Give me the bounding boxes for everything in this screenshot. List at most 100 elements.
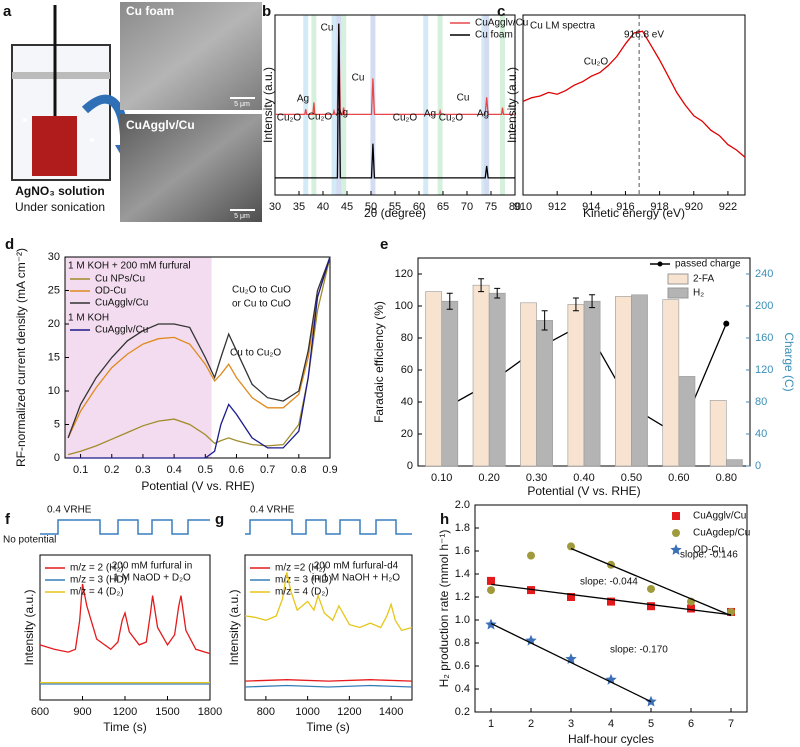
condition-label: Under sonication bbox=[15, 200, 105, 214]
x-tick-label: 0.10 bbox=[431, 472, 452, 484]
x-tick-label: 2 bbox=[528, 718, 534, 730]
legend-label: Cu NPs/Cu bbox=[95, 274, 145, 285]
highlight-band bbox=[437, 15, 443, 195]
bar bbox=[615, 296, 632, 467]
fit-label: slope: -0.170 bbox=[610, 645, 668, 656]
annotation: 1 M NaOD + D₂O bbox=[113, 573, 191, 584]
annotation: 916.8 eV bbox=[624, 30, 664, 41]
data-line bbox=[68, 256, 331, 459]
fit-line bbox=[490, 583, 732, 616]
x-tick-label: 914 bbox=[582, 201, 600, 213]
electrode bbox=[32, 116, 77, 176]
annotation: 0.4 VRHE bbox=[250, 505, 295, 516]
x-tick-label: 0.20 bbox=[478, 472, 499, 484]
annotation: Ag bbox=[336, 108, 348, 119]
fit-line bbox=[490, 622, 652, 703]
potential-steps bbox=[245, 519, 412, 535]
solution-label: AgNO₃ solution bbox=[15, 184, 105, 198]
x-tick-label: 5 bbox=[648, 718, 654, 730]
annotation: Cu LM spectra bbox=[530, 21, 595, 32]
x-tick-label: 0.1 bbox=[73, 464, 88, 476]
y-tick-label: 0.4 bbox=[455, 683, 470, 695]
marker bbox=[607, 597, 615, 606]
x-tick-label: 0.60 bbox=[668, 472, 689, 484]
legend-label: CuAgglv/Cu bbox=[95, 298, 148, 309]
marker bbox=[647, 602, 655, 611]
x-tick-label: 1000 bbox=[295, 706, 319, 718]
panel-label: c bbox=[497, 3, 505, 20]
error-bar bbox=[572, 297, 579, 312]
x-tick-label: 0.5 bbox=[198, 464, 213, 476]
legend-label: CuAgglv/Cu bbox=[95, 325, 148, 336]
y-tick-label: 80 bbox=[401, 332, 413, 344]
x-tick-label: 7 bbox=[728, 718, 734, 730]
annotation: Cu bbox=[321, 23, 334, 34]
x-tick-label: 35 bbox=[293, 201, 305, 213]
panel-label: g bbox=[215, 511, 224, 528]
x-tick-label: 0.9 bbox=[322, 464, 337, 476]
marker bbox=[567, 542, 575, 551]
x-tick-label: 0.80 bbox=[716, 472, 737, 484]
highlight-band bbox=[423, 15, 429, 195]
legend-label: H₂ bbox=[693, 288, 704, 299]
fit-label: slope: -0.146 bbox=[680, 550, 738, 561]
bar bbox=[425, 291, 443, 467]
data-line bbox=[244, 679, 413, 682]
error-bar bbox=[494, 287, 501, 299]
data-line bbox=[275, 23, 515, 116]
marker bbox=[605, 673, 617, 685]
y-axis-label: RF-normalized current density (mA cm⁻²) bbox=[14, 248, 28, 467]
x-tick-label: 600 bbox=[31, 706, 49, 718]
y-tick-label: 20 bbox=[48, 318, 60, 330]
legend-label: CuAgglv/Cu bbox=[693, 511, 746, 522]
y-axis-label: Intensity (a.u.) bbox=[22, 589, 36, 665]
bar bbox=[678, 376, 696, 467]
bar bbox=[536, 320, 553, 467]
annotation: 200 mM furfural-d4 bbox=[314, 561, 399, 572]
bar bbox=[472, 284, 490, 467]
annotation: 0.4 VRHE bbox=[47, 505, 92, 516]
bar bbox=[662, 299, 680, 467]
y-axis-label: Intensity (a.u.) bbox=[505, 67, 519, 143]
y-tick-label: 0 bbox=[54, 452, 60, 464]
annotation: Cu₂O to CuO bbox=[232, 285, 291, 296]
annotation: Cu₂O bbox=[277, 113, 302, 124]
sem-label: Cu foam bbox=[126, 4, 174, 18]
marker bbox=[687, 604, 695, 613]
legend-label: CuAgdep/Cu bbox=[693, 528, 750, 539]
marker bbox=[487, 586, 495, 595]
x-tick-label: 1200 bbox=[337, 706, 361, 718]
data-line bbox=[244, 684, 413, 688]
x-tick-label: 0.8 bbox=[291, 464, 306, 476]
highlight-band bbox=[481, 15, 487, 195]
x-tick-label: 0.4 bbox=[166, 464, 181, 476]
marker bbox=[487, 576, 495, 585]
y-tick-label: 1.6 bbox=[455, 545, 470, 557]
annotation: Cu₂O bbox=[308, 112, 333, 123]
bar bbox=[520, 302, 537, 467]
y-tick-label: 60 bbox=[401, 364, 413, 376]
annotation: or Cu to CuO bbox=[232, 299, 291, 310]
x-tick-label: 910 bbox=[514, 201, 532, 213]
scale-label: 5 μm bbox=[234, 101, 250, 108]
legend-label: m/z =2 (H₂) bbox=[275, 563, 326, 574]
x-tick-label: 4 bbox=[608, 718, 614, 730]
y-axis-label: Intensity (a.u.) bbox=[227, 589, 241, 665]
panel-label: f bbox=[5, 511, 11, 528]
x-tick-label: 0.7 bbox=[260, 464, 275, 476]
bubble bbox=[23, 118, 27, 122]
panel-label: d bbox=[5, 236, 14, 253]
x-tick-label: 0.40 bbox=[573, 472, 594, 484]
panel-label: h bbox=[440, 511, 449, 528]
y2-tick-label: 200 bbox=[755, 300, 773, 312]
y-tick-label: 25 bbox=[48, 284, 60, 296]
annotation: Cu₂O bbox=[584, 57, 609, 68]
highlight-band bbox=[331, 15, 337, 195]
x-tick-label: 55 bbox=[389, 201, 401, 213]
legend-label: m/z = 3 (HD) bbox=[275, 575, 332, 586]
legend-label: passed charge bbox=[675, 259, 741, 270]
x-tick-label: 65 bbox=[437, 201, 449, 213]
x-tick-label: 1800 bbox=[198, 706, 222, 718]
annotation: 1 M KOH + 200 mM furfural bbox=[68, 261, 191, 272]
bar bbox=[631, 294, 648, 467]
